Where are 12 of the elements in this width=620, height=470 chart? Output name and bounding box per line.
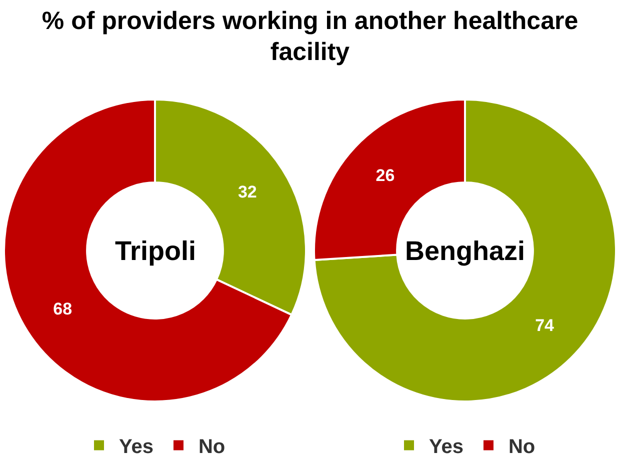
legend-label: Yes xyxy=(429,436,464,458)
text: Benghazi xyxy=(405,236,526,266)
legend-label: No xyxy=(198,436,226,458)
text: Tripoli xyxy=(115,236,196,266)
legend-label: No xyxy=(508,436,536,458)
data-label: 26 xyxy=(376,166,395,186)
chart-title: % of providers working in another healthcare facility xyxy=(40,6,580,68)
data-label: 32 xyxy=(238,182,257,202)
data-label: 74 xyxy=(535,316,555,335)
legend-label: Yes xyxy=(119,436,154,458)
data-label: 68 xyxy=(53,300,72,319)
donut-slice xyxy=(313,98,617,402)
